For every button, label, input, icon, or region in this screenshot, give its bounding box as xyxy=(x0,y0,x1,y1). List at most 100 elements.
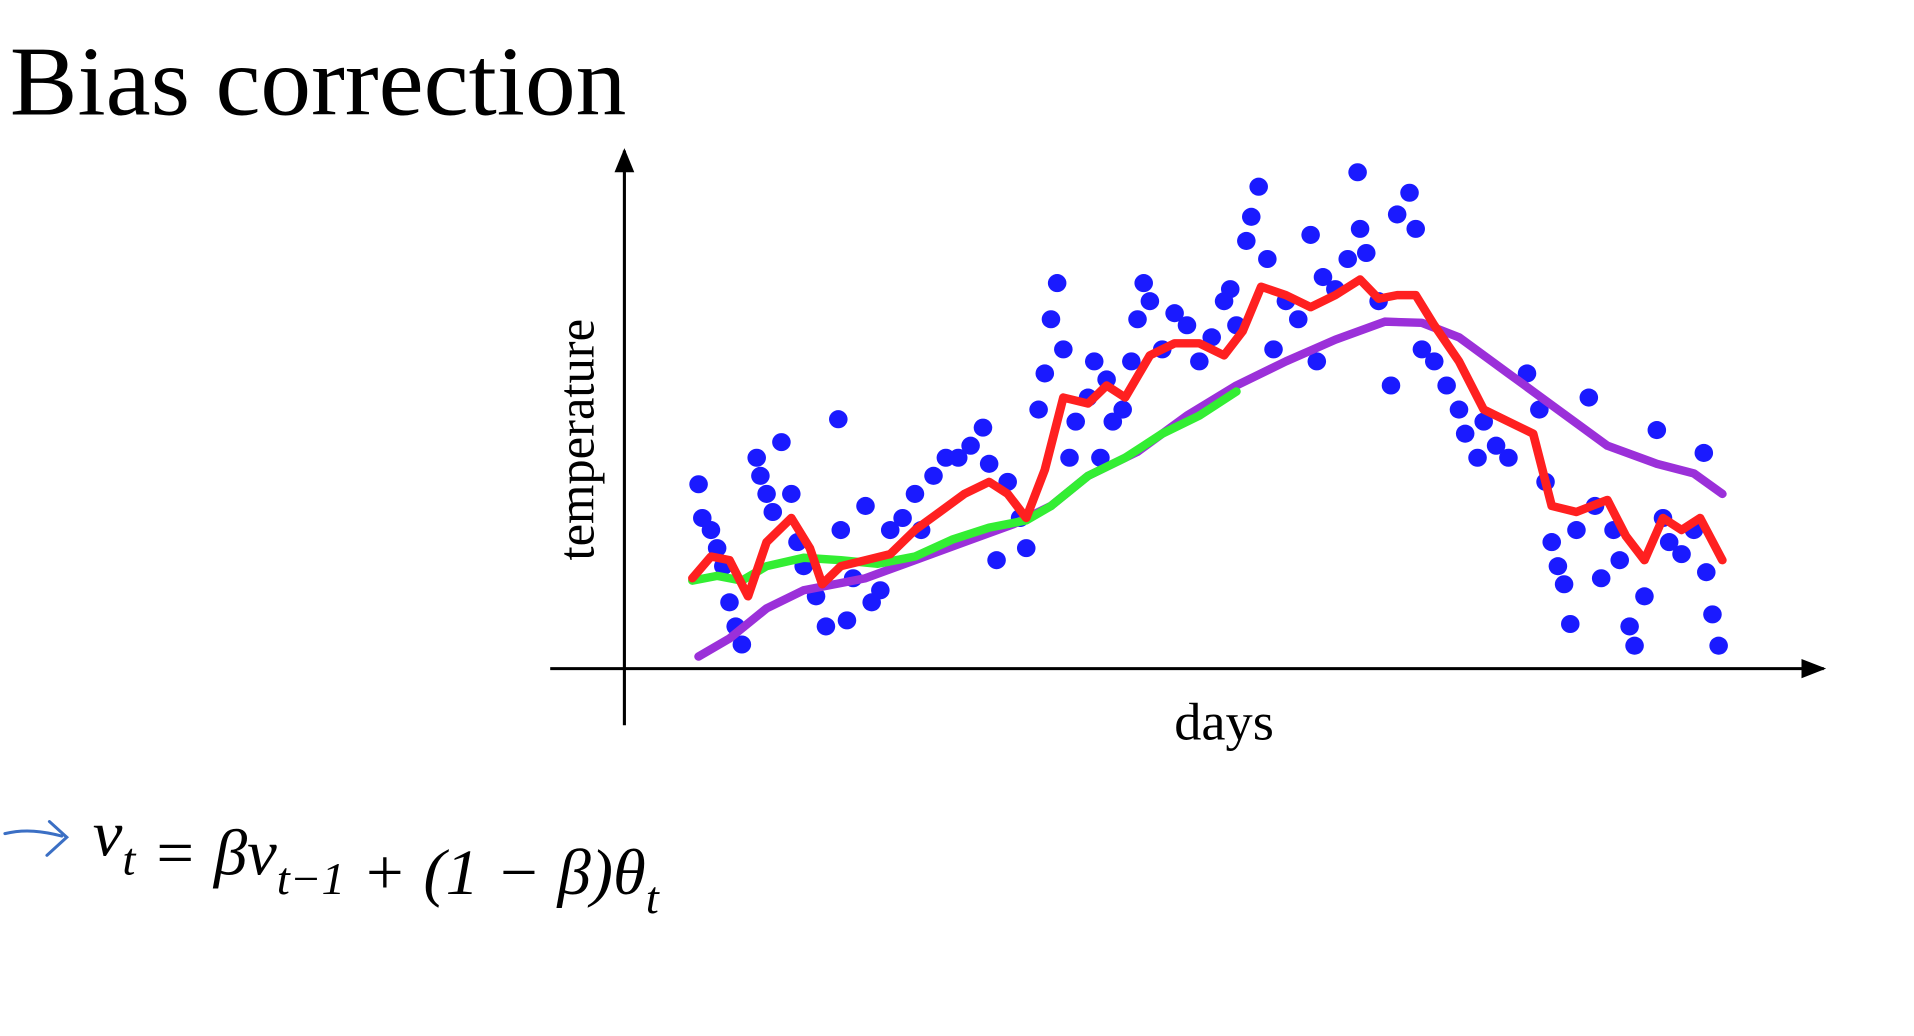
data-point xyxy=(1350,219,1370,238)
data-point xyxy=(1054,340,1073,359)
formula-term: v xyxy=(93,798,123,870)
data-point xyxy=(1035,364,1055,383)
data-point xyxy=(1113,400,1132,419)
data-point xyxy=(689,475,708,494)
data-point xyxy=(1610,551,1630,570)
data-point xyxy=(1591,569,1611,588)
data-point xyxy=(1468,448,1487,467)
data-point xyxy=(1122,352,1141,371)
data-point xyxy=(961,436,980,455)
data-line xyxy=(694,317,1727,661)
data-point xyxy=(1241,207,1261,226)
formula-subscript: t xyxy=(646,874,660,924)
data-point xyxy=(1406,219,1425,238)
data-point xyxy=(1165,304,1184,323)
data-point xyxy=(782,484,801,503)
data-point xyxy=(1697,563,1716,582)
data-point xyxy=(1016,539,1036,558)
data-point xyxy=(757,484,776,503)
formula-subscript: t−1 xyxy=(277,854,345,904)
data-point xyxy=(763,502,783,522)
data-point xyxy=(856,496,875,515)
data-point xyxy=(1202,328,1221,347)
data-point xyxy=(1307,352,1327,371)
data-point xyxy=(1140,292,1160,311)
data-line xyxy=(688,275,1727,601)
data-point xyxy=(1313,268,1333,287)
data-point xyxy=(1190,352,1209,371)
plot-area xyxy=(688,163,1728,661)
data-point xyxy=(1103,412,1123,431)
data-point xyxy=(1338,249,1357,269)
data-point xyxy=(893,508,912,528)
data-point xyxy=(1530,400,1549,419)
data-point xyxy=(1554,575,1574,594)
data-point xyxy=(1709,636,1728,655)
data-point xyxy=(1647,421,1667,440)
slide-title: Bias correction xyxy=(10,27,626,137)
data-point xyxy=(1381,376,1401,395)
data-point xyxy=(1237,231,1256,250)
data-point xyxy=(720,593,739,612)
x-axis-label: days xyxy=(1174,692,1274,751)
data-point xyxy=(924,466,943,485)
formula-term: = βv xyxy=(135,817,277,889)
data-point xyxy=(772,433,791,452)
data-point xyxy=(1249,177,1268,196)
data-point xyxy=(816,617,836,636)
data-point xyxy=(1517,364,1537,383)
data-point xyxy=(871,581,890,600)
data-point xyxy=(751,466,770,485)
data-point xyxy=(831,521,851,540)
data-point xyxy=(829,410,848,429)
data-point xyxy=(1134,274,1153,293)
data-point xyxy=(1041,310,1061,329)
data-point xyxy=(880,521,900,540)
data-point xyxy=(1400,183,1419,202)
data-point xyxy=(1356,243,1376,263)
data-point xyxy=(1264,340,1283,359)
data-point xyxy=(979,454,999,473)
data-point xyxy=(1672,545,1691,564)
data-point xyxy=(1288,310,1308,329)
data-line xyxy=(688,387,1241,585)
data-point xyxy=(1091,448,1110,467)
data-point xyxy=(1412,340,1432,359)
formula: vt = βvt−1 + (1 − β)θt xyxy=(93,798,660,924)
y-axis-label: temperature xyxy=(548,319,606,561)
data-point xyxy=(1659,533,1679,552)
data-point xyxy=(1060,448,1079,467)
data-point xyxy=(1387,205,1407,224)
data-point xyxy=(1567,521,1586,540)
data-point xyxy=(1220,280,1240,299)
data-point xyxy=(905,484,925,503)
data-point xyxy=(1635,587,1654,606)
data-point xyxy=(1449,400,1469,419)
data-point xyxy=(1486,436,1506,455)
data-point xyxy=(1348,163,1367,182)
formula-term: + (1 − β)θ xyxy=(345,837,646,909)
data-point xyxy=(1029,400,1048,419)
data-point xyxy=(1499,448,1518,467)
data-point xyxy=(1455,424,1475,443)
data-point xyxy=(1301,225,1320,244)
data-point xyxy=(837,611,857,630)
data-point xyxy=(1128,310,1147,329)
data-point xyxy=(1703,605,1722,624)
data-point xyxy=(1620,617,1639,636)
data-point xyxy=(1625,636,1644,655)
data-point xyxy=(1548,557,1568,576)
data-point xyxy=(973,418,993,437)
data-point xyxy=(1694,443,1714,462)
data-point xyxy=(1560,614,1580,634)
data-point xyxy=(747,448,766,467)
data-point xyxy=(1474,412,1493,431)
data-point xyxy=(1542,533,1561,552)
formula-subscript: t xyxy=(122,835,136,885)
data-point xyxy=(1066,412,1085,431)
data-point xyxy=(987,551,1006,570)
data-point xyxy=(1258,249,1277,269)
data-point xyxy=(1579,388,1599,407)
pointer-arrow xyxy=(3,820,70,857)
